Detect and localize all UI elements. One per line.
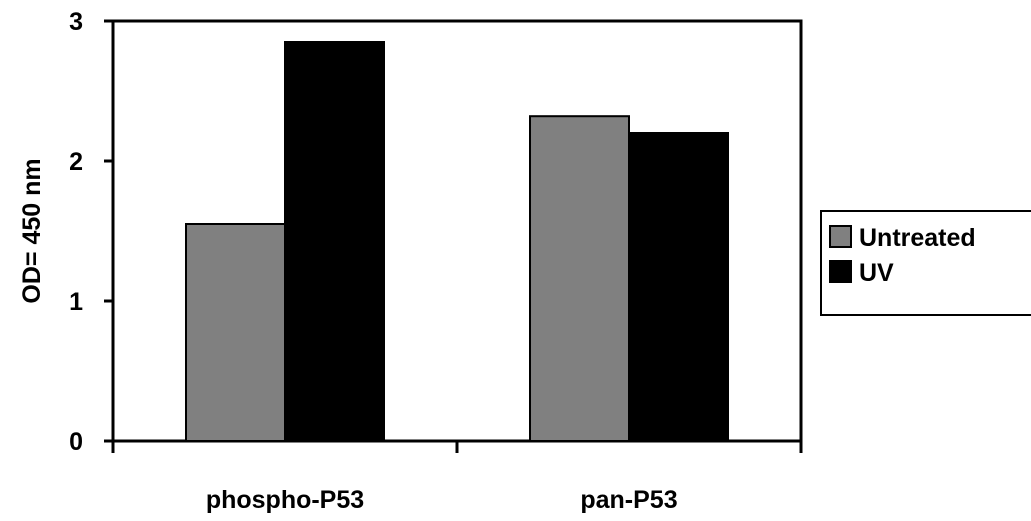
legend-swatch <box>829 225 852 248</box>
y-tick-label: 0 <box>69 428 83 456</box>
bar-untreated-pan-p53 <box>529 115 630 442</box>
y-tick-label: 2 <box>69 148 83 176</box>
bars-group <box>185 41 729 442</box>
bar-uv-pan-p53 <box>628 132 729 442</box>
bar-untreated-phospho-p53 <box>185 223 286 442</box>
bar-uv-phospho-p53 <box>284 41 385 442</box>
y-axis: 0 1 2 3 <box>69 8 113 456</box>
x-axis: phospho-P53 pan-P53 <box>111 441 803 514</box>
legend-label: Untreated <box>859 224 976 252</box>
x-category-label: phospho-P53 <box>206 486 364 514</box>
y-tick-label: 3 <box>69 8 83 36</box>
legend-box <box>820 210 1031 316</box>
x-category-label: pan-P53 <box>580 486 677 514</box>
legend-swatch <box>829 260 852 283</box>
y-tick-label: 1 <box>69 288 83 316</box>
y-axis-title: OD= 450 nm <box>18 158 46 303</box>
legend: Untreated UV <box>820 210 1031 316</box>
legend-label: UV <box>859 259 894 287</box>
